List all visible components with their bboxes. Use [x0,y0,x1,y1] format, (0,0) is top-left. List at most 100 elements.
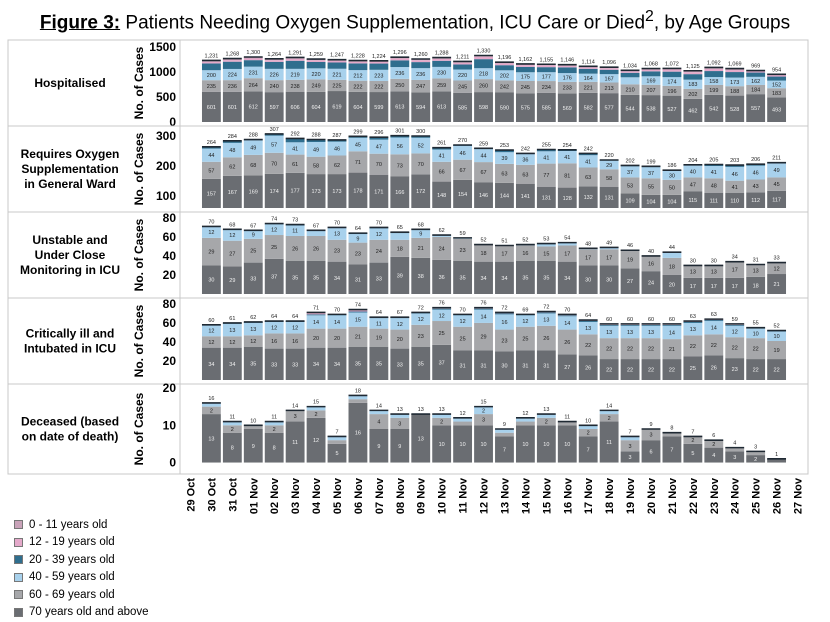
bar-value-label: 12 [397,322,403,328]
bar-segment [474,182,493,208]
bar-segment [725,261,745,278]
bar-segment [432,78,452,92]
bar-segment [515,425,535,463]
x-tick-label: 07 Nov [374,477,386,514]
bar-value-label: 110 [730,199,739,205]
bar-total-label: 46 [627,243,633,249]
bar-total-label: 60 [648,317,654,323]
bar-value-label: 14 [480,314,486,320]
bar-value-label: 200 [207,73,216,79]
bar-segment [411,137,431,154]
bar-segment [662,179,682,195]
bar-segment [557,425,577,463]
bar-value-label: 22 [669,368,675,374]
bar-value-label: 23 [732,367,738,373]
bar-segment [306,60,326,62]
legend-label: 12 - 19 years old [29,536,115,549]
x-tick-label: 29 Oct [185,478,197,512]
bar-value-label: 233 [563,86,572,92]
x-tick-label: 25 Nov [751,477,763,514]
bar-value-label: 598 [479,105,488,111]
bar-segment [474,59,493,69]
bar-segment [369,153,389,175]
bar-value-label: 175 [521,75,530,81]
bar-segment [662,69,682,72]
bar-segment [201,91,221,122]
bar-segment [495,245,514,262]
bar-total-label: 70 [376,220,382,226]
bar-segment [432,308,452,310]
bar-segment [515,245,535,261]
bar-value-label: 17 [732,284,738,290]
bar-segment [641,429,661,441]
bar-segment [243,140,263,155]
bar-segment [411,68,431,80]
bar-segment [369,318,389,329]
bar-total-label: 202 [625,158,634,164]
bar-segment [222,347,242,380]
bar-segment [536,325,556,351]
bar-segment [495,65,514,71]
bar-value-label: 41 [543,155,549,161]
bar-segment [578,153,598,156]
bar-value-label: 70 [271,161,277,167]
bar-segment [536,149,556,152]
bar-value-label: 13 [250,327,256,333]
bar-segment [515,93,535,122]
panel-label: Deceased (based [21,415,119,429]
bar-segment [725,325,745,338]
bar-segment [390,318,410,330]
bar-segment [515,164,535,184]
bar-total-label: 55 [753,321,759,327]
bar-value-label: 26 [313,246,319,252]
bar-value-label: 20 [334,336,340,342]
bar-value-label: 226 [270,73,279,79]
bar-segment [222,68,242,81]
bar-value-label: 40 [690,169,696,175]
bar-value-label: 73 [397,163,403,169]
bar-value-label: 56 [397,144,403,150]
bar-segment [578,92,598,122]
bar-value-label: 13 [585,326,591,332]
bar-value-label: 16 [522,251,528,257]
bar-segment [557,354,577,380]
legend-item-40-59: 40 - 59 years old [14,569,149,587]
bar-segment [285,68,305,80]
legend-swatch [14,572,23,582]
bar-value-label: 18 [669,264,675,270]
bar-total-label: 67 [397,310,403,316]
bar-value-label: 14 [669,330,675,336]
bar-value-label: 3 [629,455,632,461]
bar-value-label: 26 [585,366,591,372]
bar-value-label: 13 [229,328,235,334]
bar-segment [767,88,787,98]
x-tick-label: 16 Nov [562,477,574,514]
bar-value-label: 12 [271,227,277,233]
bar-segment [264,80,284,93]
bar-segment [641,84,661,96]
bar-total-label: 44 [669,245,675,251]
bar-segment [390,58,410,61]
bar-segment [620,338,640,360]
bar-segment [243,91,263,122]
bar-segment [599,249,619,266]
bar-segment [453,64,473,70]
bar-value-label: 20 [313,336,319,342]
bar-value-label: 23 [355,252,361,258]
bar-total-label: 70 [208,219,214,225]
bar-segment [725,193,745,208]
bar-segment [390,414,410,418]
bar-total-label: 11 [229,415,235,421]
bar-value-label: 2 [608,416,611,422]
bar-segment [348,264,368,294]
bar-value-label: 44 [480,154,486,160]
bar-value-label: 10 [522,442,528,448]
chart-title: Figure 3: Patients Needing Oxygen Supple… [0,8,830,34]
bar-value-label: 528 [730,107,739,113]
bar-segment [536,417,556,426]
bar-segment [704,94,724,122]
bar-value-label: 22 [627,368,633,374]
bar-segment [704,84,724,95]
bar-segment [746,328,766,339]
bar-value-label: 171 [374,189,383,195]
